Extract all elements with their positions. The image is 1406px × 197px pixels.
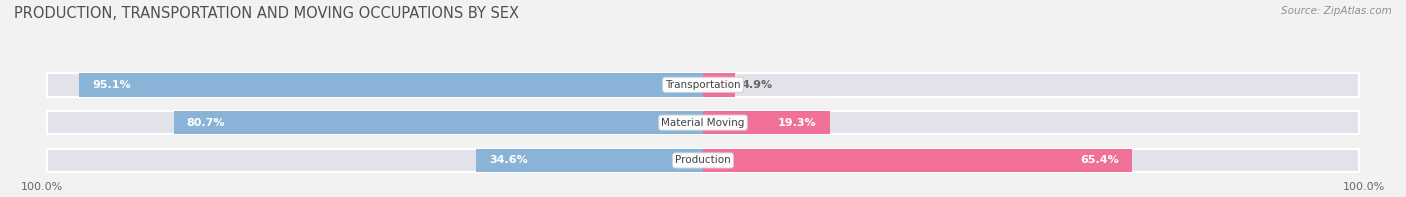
Text: 65.4%: 65.4% xyxy=(1080,155,1119,165)
Text: PRODUCTION, TRANSPORTATION AND MOVING OCCUPATIONS BY SEX: PRODUCTION, TRANSPORTATION AND MOVING OC… xyxy=(14,6,519,21)
Text: 80.7%: 80.7% xyxy=(187,118,225,128)
Text: Source: ZipAtlas.com: Source: ZipAtlas.com xyxy=(1281,6,1392,16)
Bar xyxy=(173,111,703,134)
Bar xyxy=(46,149,1360,172)
Bar xyxy=(703,111,830,134)
Bar xyxy=(703,73,735,97)
Text: 19.3%: 19.3% xyxy=(778,118,817,128)
Text: 4.9%: 4.9% xyxy=(742,80,773,90)
Text: 95.1%: 95.1% xyxy=(93,80,131,90)
Bar xyxy=(46,73,1360,97)
Text: 34.6%: 34.6% xyxy=(489,155,527,165)
Text: 100.0%: 100.0% xyxy=(1343,182,1385,192)
Text: Transportation: Transportation xyxy=(665,80,741,90)
Bar xyxy=(79,73,703,97)
Bar xyxy=(703,149,1132,172)
Text: 100.0%: 100.0% xyxy=(21,182,63,192)
Bar xyxy=(477,149,703,172)
Text: Production: Production xyxy=(675,155,731,165)
Text: Material Moving: Material Moving xyxy=(661,118,745,128)
Bar xyxy=(46,111,1360,134)
